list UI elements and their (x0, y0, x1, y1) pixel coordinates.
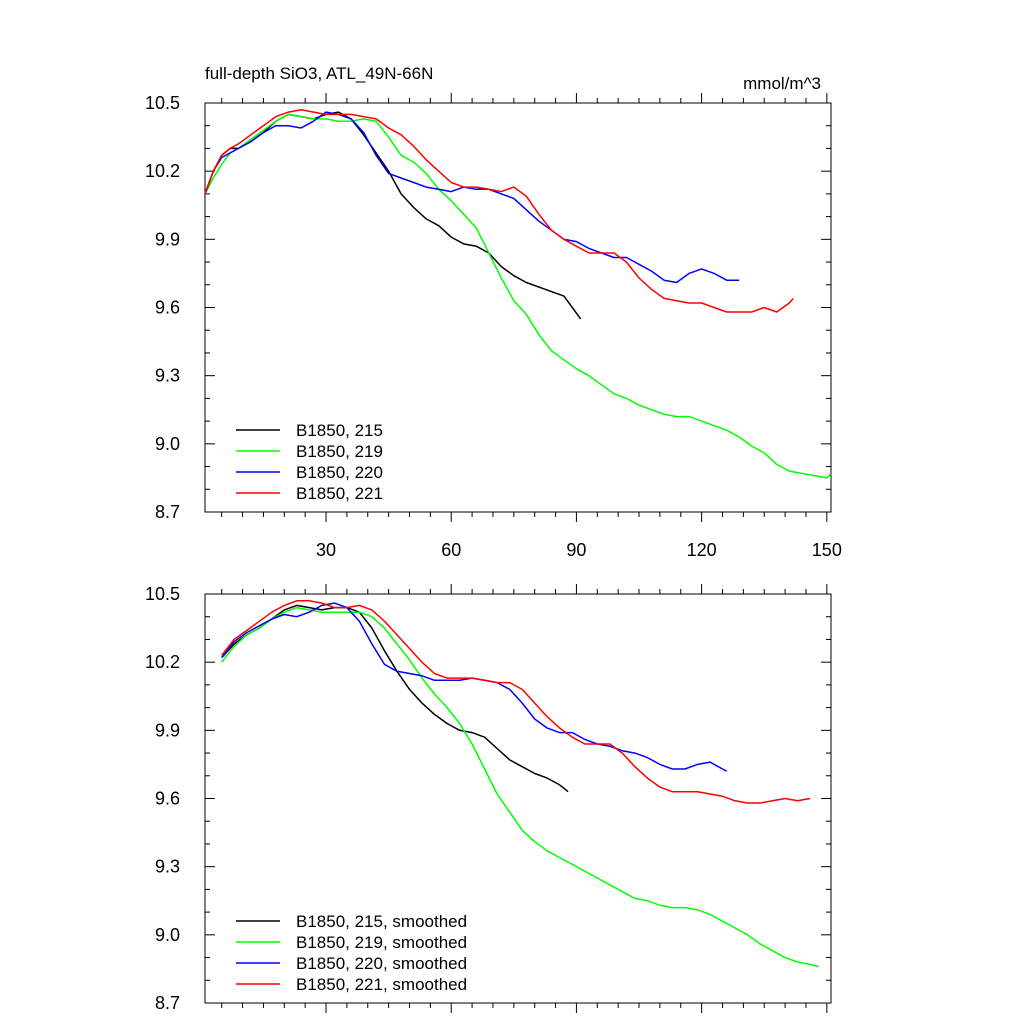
y-tick-label: 9.3 (155, 857, 180, 877)
y-tick-label: 8.7 (155, 993, 180, 1013)
chart-title: full-depth SiO3, ATL_49N-66N (205, 64, 433, 83)
x-tick-label: 150 (812, 540, 842, 560)
y-tick-label: 9.9 (155, 720, 180, 740)
legend-label: B1850, 221 (296, 484, 383, 503)
series-line (204, 111, 740, 284)
series-line (221, 600, 811, 804)
legend-label: B1850, 221, smoothed (296, 975, 467, 994)
y-tick-label: 9.3 (155, 366, 180, 386)
legend-label: B1850, 220, smoothed (296, 954, 467, 973)
y-tick-label: 10.5 (145, 93, 180, 113)
y-tick-label: 9.6 (155, 298, 180, 318)
y-tick-label: 9.0 (155, 925, 180, 945)
legend-label: B1850, 219 (296, 442, 383, 461)
y-tick-label: 9.9 (155, 229, 180, 249)
series-line (221, 602, 728, 772)
y-tick-label: 9.0 (155, 434, 180, 454)
x-tick-label: 90 (566, 540, 586, 560)
y-tick-label: 8.7 (155, 502, 180, 522)
units-label: mmol/m^3 (743, 74, 821, 93)
y-tick-label: 9.6 (155, 789, 180, 809)
legend-label: B1850, 220 (296, 463, 383, 482)
y-tick-label: 10.2 (145, 652, 180, 672)
x-tick-label: 60 (441, 540, 461, 560)
series-line (221, 606, 819, 968)
legend-label: B1850, 215, smoothed (296, 912, 467, 931)
legend-label: B1850, 215 (296, 421, 383, 440)
x-tick-label: 30 (316, 540, 336, 560)
series-line (204, 113, 832, 479)
x-tick-label: 120 (687, 540, 717, 560)
legend-label: B1850, 219, smoothed (296, 933, 467, 952)
y-tick-label: 10.5 (145, 584, 180, 604)
y-tick-label: 10.2 (145, 161, 180, 181)
series-line (204, 109, 794, 313)
